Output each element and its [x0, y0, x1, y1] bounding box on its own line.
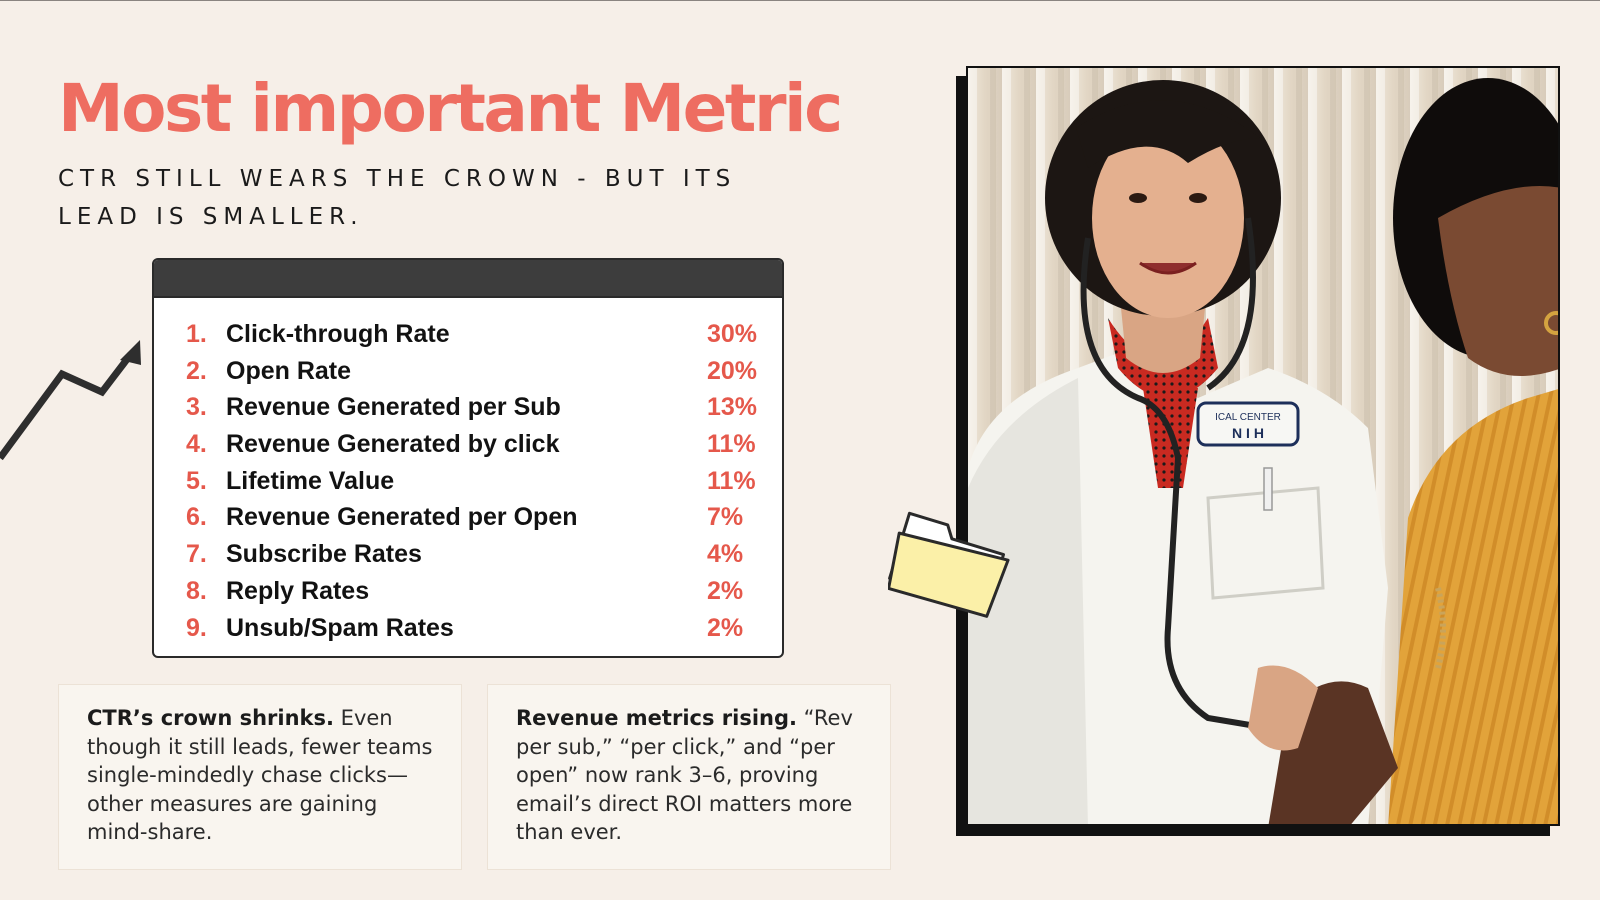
page-subtitle: CTR STILL WEARS THE CROWN - BUT ITS LEAD… — [58, 166, 737, 230]
rank-value: 2% — [707, 613, 744, 642]
folder-icon — [888, 511, 1010, 618]
rank-number: 7. — [186, 540, 207, 569]
rank-row: 5. Lifetime Value 11% — [154, 463, 782, 500]
rank-value: 20% — [707, 356, 758, 385]
rank-row: 1. Click-through Rate 30% — [154, 316, 782, 353]
rank-number: 4. — [186, 430, 207, 459]
rank-label: Lifetime Value — [226, 466, 395, 495]
badge-line2: N I H — [1232, 425, 1264, 441]
card-heading: CTR’s crown shrinks. — [87, 706, 334, 730]
insight-card-ctr: CTR’s crown shrinks. Even though it stil… — [58, 684, 462, 870]
rank-value: 11% — [707, 430, 756, 459]
rank-label: Subscribe Rates — [226, 540, 422, 569]
rank-label: Open Rate — [226, 356, 352, 385]
rank-row: 8. Reply Rates 2% — [154, 573, 782, 610]
rank-label: Revenue Generated per Open — [226, 503, 578, 532]
rank-label: Unsub/Spam Rates — [226, 613, 454, 642]
rank-value: 13% — [707, 393, 758, 422]
rank-value: 4% — [707, 540, 744, 569]
insight-card-revenue: Revenue metrics rising. “Rev per sub,” “… — [487, 684, 891, 870]
rank-row: 4. Revenue Generated by click 11% — [154, 426, 782, 463]
rank-number: 9. — [186, 613, 207, 642]
rank-value: 7% — [707, 503, 744, 532]
page-title: Most important Metric — [58, 70, 843, 147]
rank-value: 2% — [707, 576, 744, 605]
rank-row: 6. Revenue Generated per Open 7% — [154, 499, 782, 536]
rank-label: Reply Rates — [226, 576, 370, 605]
photo-illustration: ICAL CENTER N I H — [968, 68, 1558, 824]
rank-label: Revenue Generated by click — [226, 430, 560, 459]
card-body: Even though it still leads, fewer teams … — [87, 706, 433, 844]
doctor-patient-photo: ICAL CENTER N I H — [966, 66, 1560, 826]
rank-row: 9. Unsub/Spam Rates 2% — [154, 610, 782, 647]
rank-row: 7. Subscribe Rates 4% — [154, 536, 782, 573]
rank-number: 5. — [186, 466, 207, 495]
rank-label: Click-through Rate — [226, 320, 450, 348]
metric-ranking-panel: 1. Click-through Rate 30% 2. Open Rate 2… — [152, 258, 784, 658]
metric-ranking-list: 1. Click-through Rate 30% 2. Open Rate 2… — [154, 316, 782, 646]
badge-line1: ICAL CENTER — [1215, 412, 1281, 423]
card-body: “Rev per sub,” “per click,” and “per ope… — [516, 706, 853, 844]
rank-value: 11% — [707, 466, 756, 495]
rank-number: 2. — [186, 356, 207, 385]
panel-title-bar — [154, 260, 782, 298]
rank-value: 30% — [707, 320, 758, 348]
rank-number: 3. — [186, 393, 207, 422]
rank-row: 3. Revenue Generated per Sub 13% — [154, 389, 782, 426]
top-divider — [0, 0, 1600, 1]
card-heading: Revenue metrics rising. — [516, 706, 797, 730]
rank-row: 2. Open Rate 20% — [154, 353, 782, 390]
rank-number: 6. — [186, 503, 207, 532]
rank-number: 1. — [186, 320, 207, 348]
rank-label: Revenue Generated per Sub — [226, 393, 561, 422]
trend-up-arrow-icon — [0, 340, 141, 461]
rank-number: 8. — [186, 576, 207, 605]
